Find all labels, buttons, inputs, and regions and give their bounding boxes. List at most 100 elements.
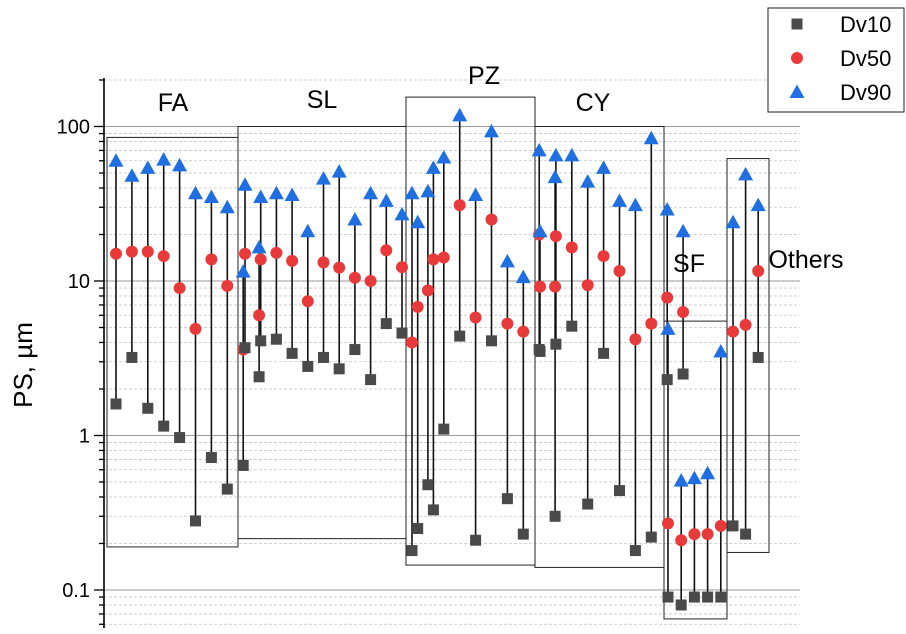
dv10-point bbox=[727, 520, 739, 532]
dv90-point bbox=[300, 223, 316, 238]
dv10-point bbox=[158, 420, 170, 432]
group-label: SL bbox=[307, 86, 338, 114]
dv90-point bbox=[253, 189, 269, 203]
y-tick-label: 0.1 bbox=[62, 580, 90, 602]
legend-box bbox=[767, 7, 905, 113]
dv90-point bbox=[124, 168, 140, 182]
dv10-point bbox=[174, 432, 186, 444]
dv10-point bbox=[302, 360, 314, 372]
dv90-point bbox=[394, 206, 410, 221]
dv90-point bbox=[425, 160, 441, 174]
dv90-point bbox=[515, 269, 531, 284]
dv50-point bbox=[406, 336, 418, 349]
dv50-point bbox=[411, 300, 424, 313]
dv90-point bbox=[725, 214, 741, 229]
dv50-point bbox=[437, 251, 450, 264]
dv50-point bbox=[317, 256, 330, 269]
dv90-point bbox=[564, 147, 580, 162]
legend-marker-dv10 bbox=[791, 18, 803, 30]
dv10-point bbox=[566, 320, 578, 332]
dv10-point bbox=[365, 374, 377, 386]
y-axis-label: PS, µm bbox=[8, 322, 38, 408]
dv50-point bbox=[549, 280, 562, 293]
grid-lines bbox=[104, 79, 800, 625]
dv50-point bbox=[301, 295, 314, 308]
group-labels: FA SL PZ CY SF Others bbox=[158, 62, 844, 278]
dv90-point bbox=[686, 470, 702, 485]
dv90-point bbox=[468, 187, 484, 202]
dv50-point bbox=[125, 245, 138, 258]
dv90-point bbox=[410, 214, 426, 229]
dv10-point bbox=[702, 591, 714, 603]
legend-label: Dv50 bbox=[840, 46, 891, 71]
dv90-point bbox=[284, 187, 300, 202]
dv90-point bbox=[203, 189, 219, 203]
dv10-point bbox=[598, 347, 610, 359]
dv90-point bbox=[140, 160, 156, 174]
dv10-point bbox=[142, 402, 154, 414]
dv90-point bbox=[612, 193, 627, 207]
dv90-point bbox=[363, 185, 379, 200]
dv10-point bbox=[239, 342, 251, 354]
group-label: PZ bbox=[468, 62, 500, 90]
dv90-point bbox=[700, 465, 716, 480]
dv90-point bbox=[316, 171, 331, 185]
dv90-point bbox=[531, 142, 547, 157]
dv90-point bbox=[420, 183, 436, 198]
dv90-point bbox=[268, 185, 284, 200]
group-label: Others bbox=[768, 246, 843, 274]
dv10-point bbox=[614, 485, 625, 497]
dv10-point bbox=[454, 330, 466, 342]
dv90-point bbox=[627, 197, 643, 212]
dv50-point bbox=[286, 254, 299, 267]
dv10-point bbox=[752, 351, 764, 363]
dv50-point bbox=[380, 244, 393, 257]
dv10-point bbox=[110, 398, 122, 410]
group-label: CY bbox=[576, 89, 611, 117]
dv50-point bbox=[597, 250, 610, 263]
legend-marker-dv50 bbox=[791, 52, 803, 64]
dv10-point bbox=[675, 599, 687, 611]
dv50-point bbox=[270, 246, 283, 259]
dv10-point bbox=[501, 493, 513, 505]
group-label: SF bbox=[673, 250, 705, 278]
dv90-point bbox=[750, 197, 766, 212]
dv10-point bbox=[629, 545, 641, 557]
dv50-point bbox=[549, 230, 562, 243]
dv90-point bbox=[596, 160, 612, 174]
dv50-point bbox=[613, 265, 626, 278]
group-box bbox=[405, 96, 536, 566]
dv90-point bbox=[235, 264, 251, 278]
dv90-point bbox=[378, 193, 394, 207]
dv10-point bbox=[318, 351, 329, 363]
dv90-point bbox=[675, 223, 691, 238]
group-boxes bbox=[106, 96, 770, 620]
dv50-point bbox=[677, 306, 690, 319]
dv10-point bbox=[190, 515, 201, 527]
dv50-point bbox=[661, 291, 674, 304]
dv90-point bbox=[713, 343, 729, 358]
dv90-point bbox=[108, 153, 124, 167]
dv90-point bbox=[188, 185, 203, 200]
y-tick-label: 10 bbox=[68, 271, 90, 293]
dv90-point bbox=[643, 130, 659, 145]
dv50-point bbox=[534, 280, 546, 293]
dv10-point bbox=[740, 528, 752, 540]
dv90-point bbox=[452, 107, 468, 122]
dv50-point bbox=[333, 261, 346, 274]
dv50-point bbox=[629, 333, 642, 346]
dv50-point bbox=[565, 241, 578, 254]
dv50-point bbox=[662, 517, 674, 530]
dv10-point bbox=[438, 423, 450, 435]
dv50-point bbox=[485, 213, 498, 226]
dv10-point bbox=[380, 318, 392, 330]
dv50-point bbox=[517, 325, 530, 338]
dv50-point bbox=[396, 261, 408, 274]
dv10-point bbox=[205, 452, 217, 464]
dv10-point bbox=[549, 510, 561, 522]
dv50-point bbox=[221, 279, 234, 292]
dv10-point bbox=[486, 335, 497, 347]
dv90-point bbox=[580, 174, 596, 188]
legend-label: Dv10 bbox=[840, 12, 891, 37]
dv10-point bbox=[237, 459, 249, 471]
